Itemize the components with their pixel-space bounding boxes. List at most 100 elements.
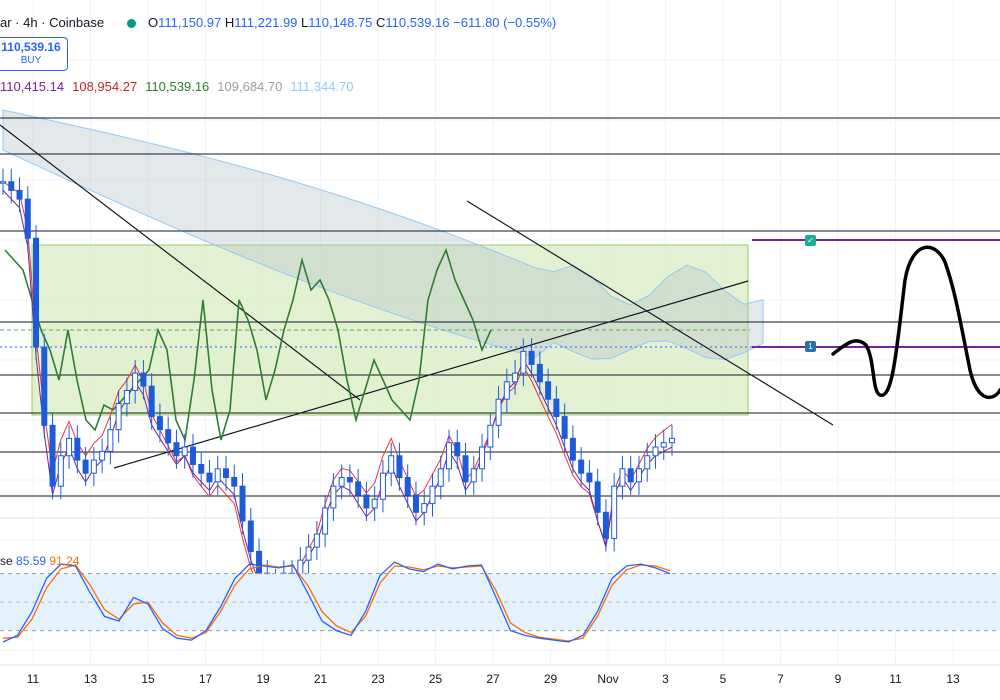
stoch-d-line: [2, 564, 671, 642]
x-tick-label: 11: [26, 672, 40, 686]
change-value: −611.80 (−0.55%): [453, 15, 557, 30]
candle: [148, 385, 155, 418]
candle: [132, 372, 139, 392]
candle: [115, 403, 122, 431]
x-tick-label: 9: [834, 672, 842, 686]
x-tick-label: 15: [141, 672, 155, 686]
candle: [173, 442, 180, 457]
base-line: [2, 181, 673, 606]
candle: [644, 455, 651, 470]
candle: [239, 485, 246, 522]
x-tick-label: 11: [889, 672, 902, 686]
stoch-k-line: [2, 561, 671, 643]
candle: [66, 437, 73, 457]
candle: [479, 446, 486, 470]
candle: [594, 481, 601, 513]
candle: [528, 350, 535, 365]
candle: [330, 485, 337, 509]
candle: [90, 459, 97, 474]
projection-drawing: [831, 245, 1000, 400]
candle: [214, 468, 221, 483]
indicator-value-1: 108,954.27: [72, 79, 138, 94]
candle: [561, 416, 568, 439]
market-status-icon: [127, 19, 136, 28]
candle: [379, 472, 386, 500]
candle: [313, 533, 320, 548]
candle: [627, 468, 634, 483]
stoch-k-value: 85.59: [16, 554, 47, 568]
indicator-value-4: 111,344.70: [290, 79, 354, 94]
ichimoku-cloud: [2, 109, 764, 361]
candle: [107, 429, 114, 452]
candle: [8, 181, 15, 191]
x-tick-label: 13: [83, 672, 98, 686]
open-value: 111,150.97: [158, 15, 222, 30]
candle: [569, 437, 576, 461]
candle: [322, 507, 329, 535]
trendline: [0, 124, 361, 401]
candle: [74, 437, 81, 461]
high-value: 111,221.99: [234, 15, 298, 30]
candle: [247, 520, 254, 552]
candle: [454, 442, 461, 457]
candle: [404, 477, 411, 496]
check-badge[interactable]: ✓: [805, 235, 816, 246]
candle: [371, 498, 378, 509]
x-tick-label: 13: [946, 672, 960, 686]
candle: [520, 350, 527, 374]
alert-badge[interactable]: 1: [805, 341, 816, 352]
x-tick-label: 19: [256, 672, 270, 686]
candle: [669, 437, 675, 444]
ohlc-readout: O111,150.97 H111,221.99 L110,148.75 C110…: [148, 15, 556, 30]
candle: [611, 485, 618, 539]
candle: [553, 398, 560, 418]
symbol-label[interactable]: ar · 4h · Coinbase: [0, 15, 105, 30]
x-tick-label: 5: [719, 672, 727, 686]
indicator-values: 110,415.14 108,954.27 110,539.16 109,684.70…: [0, 79, 362, 94]
candle: [181, 446, 188, 457]
buy-button[interactable]: 110,539.16 BUY: [0, 37, 68, 71]
stoch-label: se: [0, 554, 13, 568]
high-label: H: [224, 15, 235, 30]
candle: [495, 398, 502, 426]
candle: [586, 472, 593, 483]
candle: [462, 455, 469, 483]
candle: [487, 424, 494, 448]
candle: [355, 481, 362, 496]
x-tick-label: 17: [198, 672, 213, 686]
x-tick-label: 3: [662, 672, 669, 686]
low-value: 110,148.75: [308, 15, 373, 30]
indicator-value-0: 110,415.14: [0, 79, 65, 94]
x-tick-label: Nov: [597, 672, 619, 686]
candle: [16, 189, 23, 200]
buy-price: 110,539.16: [1, 40, 61, 54]
x-tick-label: 7: [777, 672, 784, 686]
candle: [24, 198, 31, 239]
candle: [256, 550, 263, 574]
low-label: L: [301, 15, 309, 30]
candle: [635, 468, 642, 483]
candle: [545, 381, 552, 400]
candle: [619, 468, 626, 487]
candle: [396, 455, 403, 478]
indicator-value-2: 110,539.16: [145, 79, 210, 94]
lagging-span-line: [4, 247, 492, 443]
x-tick-label: 23: [371, 672, 385, 686]
candle: [49, 424, 56, 487]
candle: [660, 442, 667, 448]
candle: [156, 416, 163, 431]
buy-label: BUY: [20, 55, 42, 66]
candle: [189, 446, 196, 465]
candle: [437, 468, 444, 487]
candle: [206, 472, 213, 483]
conversion-line: [2, 190, 673, 601]
close-value: 110,539.16: [385, 15, 450, 30]
candle: [231, 477, 238, 487]
candle: [57, 455, 64, 487]
candle: [503, 381, 510, 400]
candle: [140, 372, 147, 387]
candle: [470, 468, 477, 483]
candle: [412, 494, 419, 513]
candle: [41, 346, 48, 426]
